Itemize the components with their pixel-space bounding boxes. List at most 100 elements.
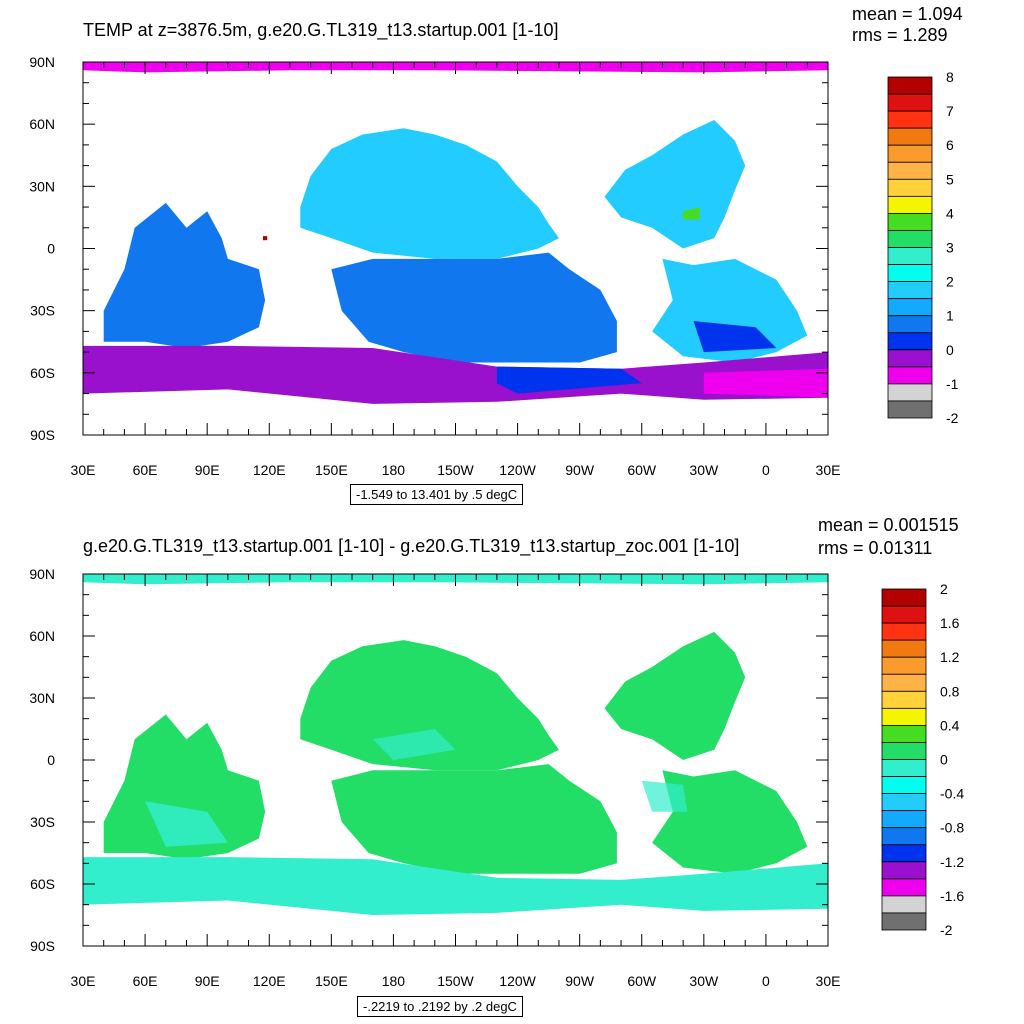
colorbar-swatch [881,690,927,709]
colorbar-swatch [887,332,933,351]
y-tick-label: 0 [47,241,55,257]
x-tick-label: 0 [762,462,770,478]
colorbar-swatch [887,110,933,129]
ocean-region-red-patch [263,236,268,241]
colorbar-swatch [881,776,927,794]
colorbar-swatch [881,707,927,726]
ocean-region-patch-b [372,729,456,760]
colorbar-swatch [887,93,933,112]
y-tick-label: 90S [30,427,55,443]
ocean-region-north-atlantic [604,120,746,249]
x-tick-label: 30W [689,973,719,989]
x-tick-label: 30W [689,462,719,478]
y-tick-label: 90S [30,938,55,954]
x-tick-label: 180 [382,462,406,478]
x-tick-label: 150E [315,462,348,478]
colorbar-label: 1.2 [940,649,960,665]
x-tick-label: 180 [382,973,406,989]
x-tick-label: 90W [565,973,595,989]
colorbar-swatch [881,725,927,743]
ocean-region-indian [103,714,266,860]
x-tick-label: 30E [816,462,841,478]
colorbar-swatch [881,912,927,931]
colorbar-label: 0.8 [940,683,960,699]
plot-title: TEMP at z=3876.5m, g.e20.G.TL319_t13.sta… [83,20,559,40]
y-tick-label: 30S [30,814,55,830]
y-tick-label: 30S [30,303,55,319]
colorbar-swatch [881,605,927,624]
colorbar-swatch [881,673,927,692]
colorbar-label: 2 [940,581,948,597]
colorbar-label: -0.8 [940,820,964,836]
colorbar-swatch [881,810,927,829]
ocean-field [83,62,828,404]
colorbar-label: 0 [946,342,954,358]
ocean-region-south-atlantic [652,770,808,874]
colorbar-label: 7 [946,103,954,119]
y-tick-label: 30N [29,178,55,194]
colorbar-swatch [881,844,927,863]
x-tick-label: 60E [133,973,158,989]
colorbar-label: 0 [940,752,948,768]
colorbar-label: 2 [946,274,954,290]
contour-range-box: -.2219 to .2192 by .2 degC [357,996,523,1017]
colorbar-label: 8 [946,69,954,85]
colorbar-label: -2 [946,410,959,426]
y-tick-label: 60S [30,876,55,892]
y-tick-label: 90N [29,54,55,70]
colorbar-swatch [887,400,933,419]
colorbar-swatch [887,195,933,214]
x-tick-label: 150W [437,462,474,478]
y-tick-label: 60N [29,628,55,644]
x-tick-label: 30E [71,462,96,478]
colorbar-swatch [881,656,927,675]
colorbar-swatch [887,127,933,146]
x-tick-label: 90W [565,462,595,478]
ocean-region-south-atlantic [652,258,808,363]
ocean-region-north-pacific [300,128,559,259]
colorbar-label: -0.4 [940,786,964,802]
ocean-region-south-pacific [331,252,617,363]
x-tick-label: 30E [71,973,96,989]
x-tick-label: 120E [253,462,286,478]
y-tick-label: 60S [30,365,55,381]
colorbar-label: 0.4 [940,717,960,733]
colorbar-swatch [881,639,927,658]
ocean-region-patch-c [641,780,688,812]
x-tick-label: 90E [195,973,220,989]
colorbar-label: 4 [946,205,954,221]
x-tick-label: 0 [762,973,770,989]
ocean-region-north-pacific [300,640,559,771]
colorbar-swatch [887,247,933,265]
mean-stat: mean = 1.094 [852,4,963,24]
colorbar-label: 6 [946,137,954,153]
colorbar-label: 1.6 [940,615,960,631]
colorbar-swatch [881,793,927,812]
colorbar-swatch [887,76,933,95]
colorbar-swatch [887,366,933,385]
colorbar-swatch [887,315,933,334]
ocean-region-weddell [703,368,828,398]
colorbar-swatch [881,895,927,914]
x-tick-label: 60W [627,973,657,989]
x-tick-label: 120W [499,973,536,989]
colorbar-swatch [887,383,933,402]
colorbar-label: 3 [946,240,954,256]
x-tick-label: 120E [253,973,286,989]
ocean-region-amundsen [496,366,642,394]
y-tick-label: 30N [29,690,55,706]
map-panel-1: 90N 60N 30N 0 30S 60S 90S 30E 60E 90E 120E 150E 180 1… [29,566,964,989]
colorbar-swatch [887,281,933,300]
x-tick-label: 120W [499,462,536,478]
y-tick-label: 0 [47,752,55,768]
rms-stat: rms = 1.289 [852,25,948,45]
colorbar-swatch [881,742,927,760]
y-tick-label: 60N [29,116,55,132]
rms-stat: rms = 0.01311 [818,538,933,558]
colorbar-label: -1.6 [940,888,964,904]
colorbar-swatch [887,161,933,180]
colorbar-label: -1.2 [940,854,964,870]
x-tick-label: 90E [195,462,220,478]
ocean-region-southern [83,345,828,404]
